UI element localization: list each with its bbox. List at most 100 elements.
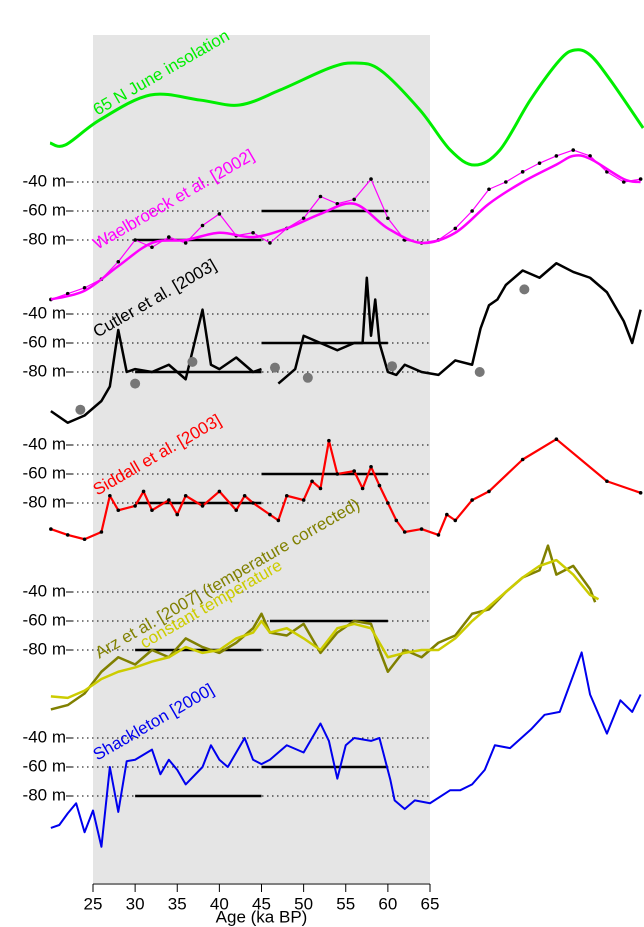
data-point xyxy=(301,498,306,502)
y-tick-label: -40 m xyxy=(23,171,66,190)
data-point xyxy=(183,493,188,498)
y-tick-label: -80 m xyxy=(23,785,66,804)
y-tick-label: -40 m xyxy=(23,303,66,322)
data-point xyxy=(369,177,373,181)
data-point xyxy=(453,226,458,231)
x-tick-label: 40 xyxy=(210,894,229,913)
data-point xyxy=(234,508,239,513)
x-axis-title: Age (ka BP) xyxy=(216,907,308,926)
y-tick-label: -40 m xyxy=(23,581,66,600)
x-tick-label: 50 xyxy=(294,894,313,913)
data-point xyxy=(141,489,146,494)
series-line xyxy=(50,149,641,301)
data-point xyxy=(470,209,474,213)
data-point xyxy=(49,527,53,531)
data-point xyxy=(605,479,609,484)
data-point xyxy=(360,486,365,491)
data-point xyxy=(327,438,331,443)
data-point xyxy=(436,533,441,537)
data-point xyxy=(571,148,576,152)
data-point xyxy=(217,489,222,494)
data-point xyxy=(284,493,289,498)
data-point xyxy=(419,527,424,531)
x-tick-label: 25 xyxy=(84,894,103,913)
y-tick-label: -80 m xyxy=(23,229,66,248)
data-point xyxy=(387,361,398,372)
series-line xyxy=(49,48,644,167)
data-point xyxy=(487,489,491,494)
series-line xyxy=(277,262,642,385)
y-tick-label: -80 m xyxy=(23,492,66,511)
x-tick-label: 60 xyxy=(378,894,397,913)
series-line xyxy=(50,154,641,301)
data-point xyxy=(453,518,458,523)
data-point xyxy=(217,212,222,216)
data-point xyxy=(301,216,306,221)
data-point xyxy=(65,291,70,296)
data-point xyxy=(167,235,171,239)
data-point xyxy=(200,223,205,228)
data-point xyxy=(402,530,407,534)
data-point xyxy=(269,362,280,373)
x-tick-label: 45 xyxy=(252,894,271,913)
data-point xyxy=(302,372,313,383)
data-point xyxy=(445,512,449,517)
data-point xyxy=(130,378,141,389)
data-point xyxy=(504,180,508,184)
data-point xyxy=(167,498,171,502)
data-point xyxy=(335,472,340,476)
data-point xyxy=(200,504,205,508)
data-point xyxy=(242,493,247,498)
data-point xyxy=(377,483,382,488)
data-point xyxy=(183,241,188,245)
data-point xyxy=(133,238,137,242)
data-point xyxy=(470,498,474,502)
data-point xyxy=(251,230,255,235)
data-point xyxy=(519,284,530,295)
data-point xyxy=(150,508,154,513)
shaded-interval xyxy=(93,35,430,883)
data-point xyxy=(99,530,104,534)
data-point xyxy=(116,508,121,513)
data-point xyxy=(474,367,485,377)
x-tick-label: 55 xyxy=(336,894,355,913)
y-tick-label: -40 m xyxy=(23,434,66,453)
y-tick-label: -60 m xyxy=(23,756,66,775)
data-point xyxy=(108,493,112,498)
x-tick-label: 30 xyxy=(126,894,145,913)
data-point xyxy=(75,404,86,415)
data-point xyxy=(318,486,323,491)
y-tick-label: -80 m xyxy=(23,361,66,380)
y-tick-label: -80 m xyxy=(23,639,66,658)
data-point xyxy=(335,201,340,206)
y-tick-label: -60 m xyxy=(23,463,66,482)
data-point xyxy=(638,491,643,495)
data-point xyxy=(175,512,180,517)
data-point xyxy=(268,512,272,517)
data-point xyxy=(187,356,198,367)
data-point xyxy=(150,245,154,250)
data-point xyxy=(394,518,399,523)
data-point xyxy=(352,197,356,202)
data-point xyxy=(116,259,121,264)
series-line xyxy=(50,651,642,848)
data-point xyxy=(133,504,137,508)
data-point xyxy=(310,479,314,484)
data-point xyxy=(386,501,390,505)
series-line xyxy=(50,308,262,424)
data-point xyxy=(537,161,542,165)
data-point xyxy=(386,216,390,221)
data-point xyxy=(554,154,559,158)
data-point xyxy=(588,154,592,158)
data-point xyxy=(318,194,323,199)
data-point xyxy=(638,177,643,181)
data-point xyxy=(268,241,272,245)
data-point xyxy=(82,286,87,290)
data-point xyxy=(65,533,70,537)
data-point xyxy=(520,457,525,462)
data-point xyxy=(520,170,525,174)
data-point xyxy=(487,187,491,192)
y-tick-label: -60 m xyxy=(23,200,66,219)
y-tick-label: -40 m xyxy=(23,727,66,746)
